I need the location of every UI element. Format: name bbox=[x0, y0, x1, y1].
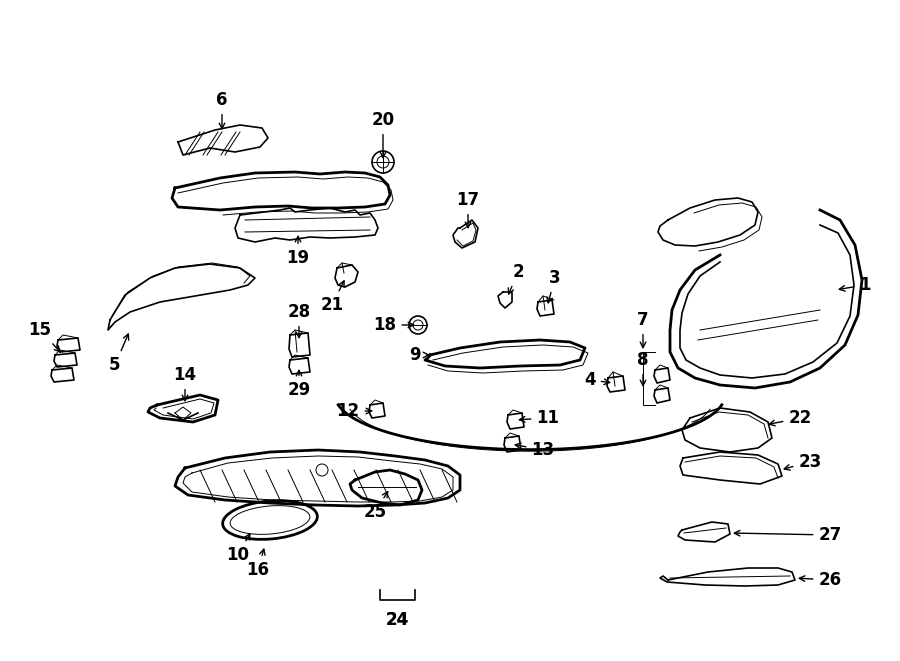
Text: 26: 26 bbox=[799, 571, 842, 589]
Text: 3: 3 bbox=[547, 269, 561, 303]
Text: 29: 29 bbox=[287, 370, 310, 399]
Text: 4: 4 bbox=[584, 371, 609, 389]
Text: 1: 1 bbox=[840, 276, 871, 294]
Text: 25: 25 bbox=[364, 492, 388, 521]
Text: 6: 6 bbox=[216, 91, 228, 129]
Text: 8: 8 bbox=[637, 351, 649, 385]
Text: 22: 22 bbox=[770, 409, 812, 427]
Text: 5: 5 bbox=[109, 334, 129, 374]
Text: 9: 9 bbox=[410, 346, 428, 364]
Text: 11: 11 bbox=[519, 409, 560, 427]
Text: 20: 20 bbox=[372, 111, 394, 158]
Text: 2: 2 bbox=[508, 263, 524, 294]
Text: 28: 28 bbox=[287, 303, 310, 338]
Text: 13: 13 bbox=[516, 441, 554, 459]
Text: 18: 18 bbox=[374, 316, 414, 334]
Text: 16: 16 bbox=[247, 549, 269, 579]
Text: 7: 7 bbox=[637, 311, 649, 348]
Text: 24: 24 bbox=[385, 611, 409, 629]
Text: 27: 27 bbox=[734, 526, 842, 544]
Text: 17: 17 bbox=[456, 191, 480, 227]
Text: 23: 23 bbox=[784, 453, 822, 471]
Text: 12: 12 bbox=[337, 402, 372, 420]
Text: 10: 10 bbox=[227, 534, 250, 564]
Text: 14: 14 bbox=[174, 366, 196, 401]
Text: 15: 15 bbox=[29, 321, 60, 352]
Text: 21: 21 bbox=[320, 281, 344, 314]
Text: 19: 19 bbox=[286, 237, 310, 267]
Text: 24: 24 bbox=[385, 611, 409, 629]
